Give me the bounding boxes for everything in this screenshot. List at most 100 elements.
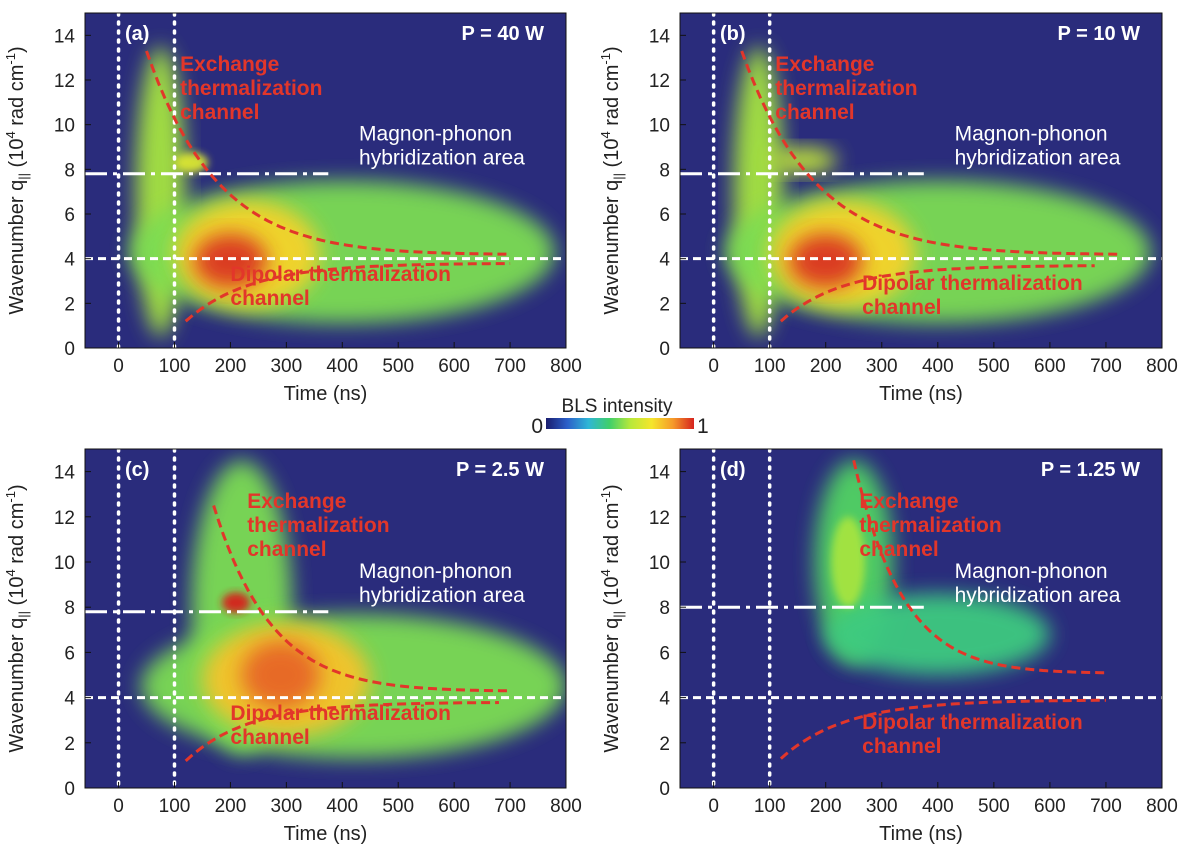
y-tick-label: 12 [54, 508, 75, 529]
y-axis-title-part: -1 [3, 53, 18, 65]
x-tick-label: 500 [978, 356, 1010, 377]
y-axis-title-part: || [16, 611, 31, 618]
x-tick-label: 400 [326, 796, 358, 817]
y-axis-title-part: (10 [6, 577, 28, 611]
plot-frame [84, 448, 567, 789]
exchange-channel-label: channel [775, 101, 854, 124]
y-axis-title: Wavenumber q|| (104 rad cm-1) [598, 484, 626, 752]
plot-frame [84, 12, 567, 349]
y-tick-label: 0 [659, 339, 670, 360]
x-tick-label: 800 [1146, 796, 1178, 817]
x-tick-label: 600 [1034, 356, 1066, 377]
x-axis-title: Time (ns) [284, 823, 368, 845]
dipolar-channel-label: channel [862, 296, 941, 319]
y-axis-title-part: rad cm [601, 503, 623, 570]
exchange-channel-label: Exchange [247, 490, 346, 513]
y-tick-label: 10 [649, 553, 670, 574]
intensity-region [789, 234, 863, 288]
power-label: P = 1.25 W [1041, 459, 1140, 481]
y-axis-title-part: (10 [601, 139, 623, 173]
y-tick-label: 0 [659, 779, 670, 800]
x-tick-label: 800 [550, 356, 582, 377]
x-tick-label: 500 [382, 796, 414, 817]
intensity-region [174, 152, 209, 173]
y-tick-label: 4 [659, 250, 670, 271]
x-tick-label: 400 [922, 796, 954, 817]
y-axis-title-part: (10 [601, 577, 623, 611]
y-tick-label: 0 [64, 339, 75, 360]
y-axis-title-part: rad cm [6, 65, 28, 132]
y-tick-label: 4 [64, 250, 75, 271]
plot-frame [679, 12, 1163, 349]
exchange-channel-label: thermalization [859, 514, 1001, 537]
dipolar-channel-label: Dipolar thermalization [862, 711, 1083, 734]
x-tick-label: 700 [494, 796, 526, 817]
exchange-channel-label: thermalization [247, 514, 389, 537]
x-tick-label: 300 [270, 356, 302, 377]
exchange-channel-label: Exchange [775, 53, 874, 76]
y-tick-label: 8 [64, 160, 75, 181]
x-tick-label: 200 [810, 356, 842, 377]
panel-c: 0 100 200 300 400 500 600 700 800 0 2 4 6 8 10 12 14 Time… [3, 447, 582, 845]
x-axis-title: Time (ns) [879, 823, 963, 845]
intensity-region [222, 592, 250, 613]
x-tick-label: 300 [866, 356, 898, 377]
y-tick-label: 6 [659, 205, 670, 226]
y-axis-title-part: 4 [3, 131, 18, 138]
heatmap-intensity [814, 460, 1050, 675]
x-tick-label: 0 [113, 356, 124, 377]
dipolar-channel-label: channel [230, 287, 309, 310]
dipolar-channel-label: Dipolar thermalization [862, 272, 1083, 295]
x-tick-label: 700 [494, 356, 526, 377]
y-axis-title-part: ) [601, 484, 623, 491]
y-tick-label: 8 [659, 160, 670, 181]
x-tick-label: 700 [1090, 796, 1122, 817]
x-tick-label: 200 [215, 796, 247, 817]
x-tick-label: 300 [866, 796, 898, 817]
dipolar-channel-label: Dipolar thermalization [230, 702, 451, 725]
hybridization-label: Magnon-phonon [359, 122, 512, 145]
dipolar-channel-label: channel [230, 726, 309, 749]
x-tick-label: 100 [159, 796, 191, 817]
power-label: P = 2.5 W [456, 459, 544, 481]
y-axis-title-part: || [16, 173, 31, 180]
dipolar-channel-curve [779, 698, 1106, 760]
x-tick-label: 100 [754, 356, 786, 377]
hybridization-label: hybridization area [359, 584, 525, 607]
y-tick-label: 6 [64, 643, 75, 664]
panels: 0 100 200 300 400 500 600 700 80002468101214Time… [3, 11, 1178, 845]
panel-a: 0 100 200 300 400 500 600 700 800 0 2 4 6 8 10 12 14 Time… [3, 11, 582, 405]
y-axis-title-part: ) [6, 46, 28, 53]
y-tick-label: 8 [659, 598, 670, 619]
plot-frame [679, 448, 1163, 789]
dipolar-channel-label: Dipolar thermalization [230, 263, 451, 286]
intensity-region [825, 593, 1050, 675]
colorbar-title: BLS intensity [562, 396, 673, 417]
y-axis-title: Wavenumber q|| (104 rad cm-1) [3, 46, 31, 314]
y-axis-title-part: -1 [3, 491, 18, 503]
power-label: P = 40 W [462, 23, 545, 45]
x-axis-title: Time (ns) [284, 383, 368, 405]
x-tick-label: 100 [159, 356, 191, 377]
y-axis-title-part: ) [6, 484, 28, 491]
panel-letter: (c) [125, 459, 149, 481]
y-tick-label: 2 [659, 294, 670, 315]
exchange-channel-label: thermalization [775, 77, 917, 100]
y-axis-title-part: || [611, 173, 626, 180]
y-tick-label: 10 [649, 116, 670, 137]
y-axis-title: Wavenumber q|| (104 rad cm-1) [3, 484, 31, 752]
dipolar-channel-curve [184, 701, 499, 763]
y-tick-label: 14 [649, 463, 671, 484]
x-tick-label: 600 [438, 796, 470, 817]
colorbar-gradient [546, 418, 694, 429]
y-axis-title-part: 4 [598, 131, 613, 138]
y-tick-label: 12 [54, 71, 75, 92]
y-tick-label: 12 [649, 71, 670, 92]
y-axis-title-part: Wavenumber q [6, 618, 28, 753]
x-axis-title: Time (ns) [879, 383, 963, 405]
hybridization-label: Magnon-phonon [955, 122, 1108, 145]
exchange-channel-label: Exchange [859, 490, 958, 513]
hybridization-label: hybridization area [955, 584, 1121, 607]
